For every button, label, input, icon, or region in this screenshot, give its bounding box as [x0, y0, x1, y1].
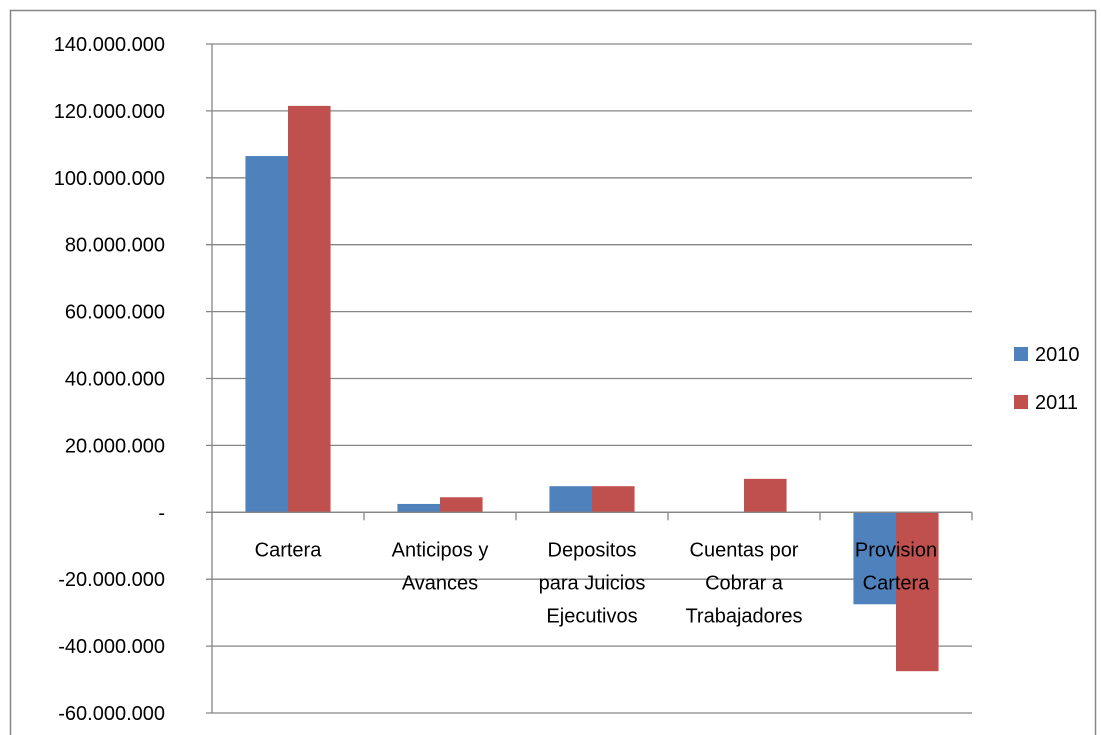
x-axis: [211, 511, 973, 521]
y-tick-label: 100.000.000: [54, 168, 165, 190]
x-category-label: Provision Cartera: [855, 539, 937, 594]
legend-label-2011: 2011: [1035, 392, 1078, 414]
bar-2011-3: [744, 478, 787, 513]
bar-2010-2: [549, 486, 592, 513]
bar-2011-1: [440, 497, 483, 513]
x-category-label: Anticipos y Avances: [392, 539, 489, 594]
bar-2010-4: [853, 512, 896, 605]
y-tick-label: -: [158, 502, 165, 524]
bar-2011-0: [288, 105, 331, 513]
y-tick-label: -40.000.000: [58, 636, 165, 658]
y-tick-label: 20.000.000: [65, 435, 165, 457]
y-axis-tick-labels: 140.000.000 120.000.000 100.000.000 80.000.…: [54, 34, 165, 725]
x-category-label: Cartera: [255, 539, 323, 561]
y-tick-label: -60.000.000: [58, 703, 165, 725]
bar-2011-2: [592, 486, 635, 513]
bar-2010-1: [397, 503, 440, 513]
x-category-label: Cuentas por Cobrar a Trabajadores: [685, 539, 802, 627]
legend: 2010 2011: [1014, 344, 1080, 414]
legend-swatch-2010: [1014, 347, 1028, 361]
y-tick-label: 120.000.000: [54, 101, 165, 123]
legend-swatch-2011: [1014, 395, 1028, 409]
legend-label-2010: 2010: [1035, 344, 1080, 366]
y-tick-label: 80.000.000: [65, 235, 165, 257]
x-axis-category-labels: Cartera Anticipos y Avances Depositos para J…: [255, 539, 937, 627]
y-tick-label: -20.000.000: [58, 569, 165, 591]
y-tick-label: 60.000.000: [65, 302, 165, 324]
y-tick-label: 40.000.000: [65, 369, 165, 391]
bars: [245, 105, 939, 672]
bar-2011-4: [896, 512, 939, 672]
bar-2010-0: [245, 156, 288, 513]
y-tick-label: 140.000.000: [54, 34, 165, 56]
x-category-label: Depositos para Juicios Ejecutivos: [539, 539, 646, 627]
